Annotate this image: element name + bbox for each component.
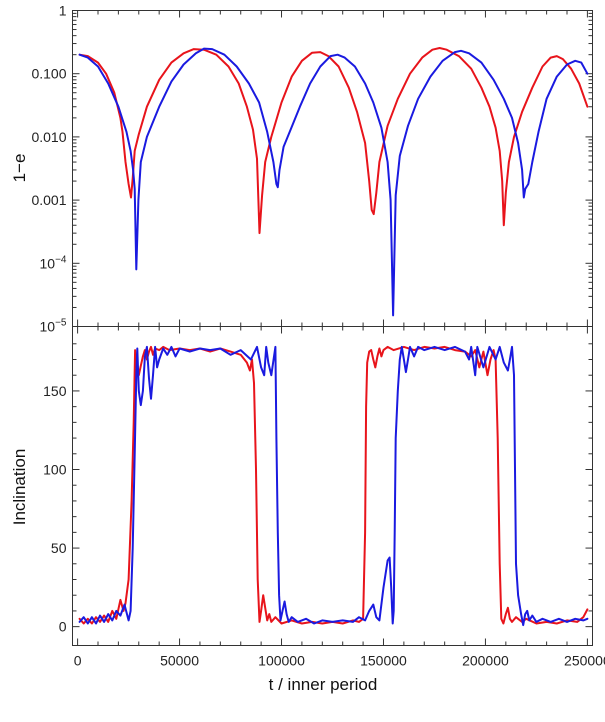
tick-base: 10 [40,255,56,271]
bottom-plot-frame [72,326,593,646]
tick-base: 10 [40,319,56,335]
x-tick-label: 0 [74,653,82,669]
tick-exponent: −4 [55,254,67,265]
top-y-tick-label: 0.001 [31,192,66,208]
top-y-tick-label: 10−5 [40,318,67,335]
bottom-y-tick-label: 0 [59,619,67,635]
inclination-panel: 0 50 100 150 0 50000 100000 150000 200000 250000… [10,10,605,694]
top-y-tick-label: 0.100 [31,66,66,82]
top-series-group [78,47,589,317]
x-tick-label: 100000 [258,653,305,669]
top-series-red-line [78,47,589,235]
top-y-tick-label: 0.010 [31,129,66,145]
bottom-y-tick-label: 50 [51,540,67,556]
x-tick-label: 150000 [360,653,407,669]
tick-base: 0.010 [31,129,66,145]
top-series-blue-line [78,47,589,317]
bottom-y-tick-label: 150 [43,383,67,399]
top-y-tick-label: 1 [59,3,67,19]
top-y-axis-label: 1−e [10,154,29,183]
x-tick-label: 200000 [462,653,509,669]
bottom-y-axis-label: Inclination [10,449,29,526]
bottom-y-ticks: 0 50 100 150 [43,343,593,635]
tick-exponent: −5 [55,318,67,329]
x-axis-label: t / inner period [269,675,378,694]
tick-base: 1 [59,3,67,19]
top-y-tick-label: 10−4 [40,254,67,271]
x-tick-label: 50000 [160,653,199,669]
tick-base: 0.100 [31,66,66,82]
x-tick-label: 250000 [564,653,605,669]
tick-base: 0.001 [31,192,66,208]
x-axis-ticks: 0 50000 100000 150000 200000 250000 [74,10,605,669]
bottom-series-group [78,345,589,627]
bottom-y-tick-label: 100 [43,462,67,478]
bottom-series-blue-line [78,345,589,627]
